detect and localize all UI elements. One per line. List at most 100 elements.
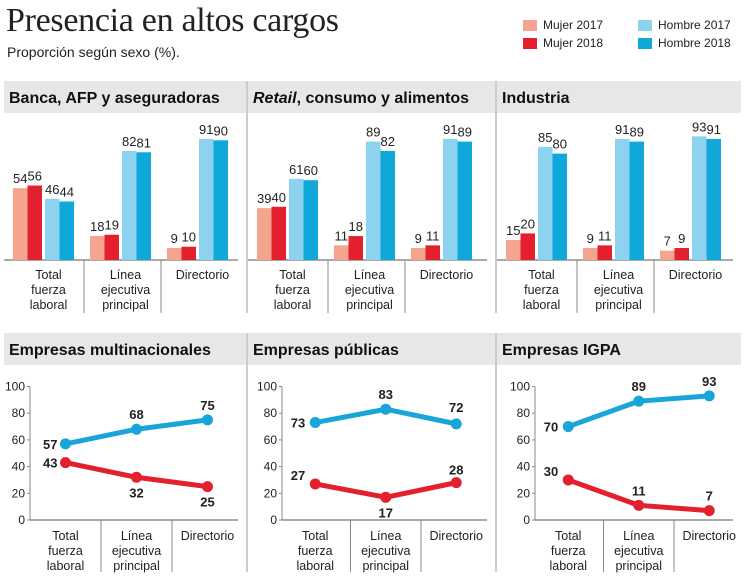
bar-mujer-2018 [271,206,286,260]
bar-mujer-2018 [520,233,535,260]
legend-item-hombre-2017: Hombre 2017 [638,18,731,32]
category-label: Directorio [683,529,737,543]
panel-header-bg [497,333,741,365]
category-label: laboral [523,298,561,312]
category-label: Total [279,268,305,282]
data-point-hombre [309,417,321,429]
legend-item-mujer-2017: Mujer 2017 [523,18,603,32]
y-tick-label: 100 [5,380,25,394]
bar-hombre-2017 [122,150,137,260]
category-label: Directorio [430,529,484,543]
y-tick-label: 40 [264,460,278,474]
data-label-hombre: 93 [702,374,716,389]
bar-mujer-2017 [411,248,426,260]
legend-label-mujer-2018: Mujer 2018 [543,36,604,50]
data-label: 56 [28,169,42,184]
data-label: 11 [426,228,440,243]
data-label-mujer: 25 [200,495,214,510]
category-label: laboral [30,298,68,312]
legend-label-hombre-2018: Hombre 2018 [658,36,731,50]
bar-mujer-2017 [167,248,182,260]
data-label: 46 [45,182,59,197]
legend-label-hombre-2017: Hombre 2017 [658,18,731,32]
legend-item-hombre-2018: Hombre 2018 [638,36,731,50]
category-label: laboral [549,559,587,573]
data-point-mujer [131,471,142,483]
y-tick-label: 60 [264,433,278,447]
panel-header-bg [4,81,246,113]
category-label: principal [346,298,393,312]
data-label: 20 [521,216,535,231]
category-label: Línea [623,529,654,543]
panel-title: Retail, consumo y alimentos [253,90,469,107]
data-label: 19 [105,218,119,233]
y-tick-label: 40 [12,460,26,474]
panel-title-italic: Retail [253,90,297,107]
data-point-hombre [450,418,462,430]
data-label: 93 [692,119,706,134]
category-label: Línea [354,268,385,282]
data-label: 89 [630,125,644,140]
data-label: 90 [214,123,228,138]
data-point-hombre [633,395,645,407]
panel-header-bg [248,81,495,113]
data-label: 9 [171,231,178,246]
bar-hombre-2017 [538,146,553,260]
bar-mujer-2017 [660,250,675,260]
category-label: Línea [603,268,634,282]
category-label: ejecutiva [345,283,394,297]
data-label-hombre: 73 [291,416,305,431]
y-tick-label: 80 [264,406,278,420]
bar-mujer-2017 [13,188,28,260]
category-label: fuerza [551,544,586,558]
bar-hombre-2018 [380,150,395,260]
category-label: fuerza [275,283,310,297]
category-label: laboral [296,559,334,573]
data-point-hombre [703,390,715,402]
category-label: ejecutiva [361,544,410,558]
data-label: 18 [349,219,363,234]
data-label: 10 [182,230,196,245]
bar-hombre-2018 [303,180,318,260]
bar-hombre-2018 [457,141,472,260]
data-label-mujer: 7 [706,489,713,504]
category-label: Línea [110,268,141,282]
bar-hombre-2017 [366,141,381,260]
page-subtitle: Proporción según sexo (%). [7,44,180,60]
panel-title: Empresas multinacionales [9,342,211,359]
data-label-hombre: 83 [379,387,393,402]
panel-title: Empresas públicas [253,342,399,359]
category-label: Directorio [181,529,235,543]
data-label-mujer: 30 [544,464,558,479]
y-tick-label: 80 [12,406,26,420]
category-label: Directorio [669,268,723,282]
data-label: 60 [304,163,318,178]
legend-swatch-hombre-2017 [638,19,652,31]
data-point-mujer [633,499,645,511]
legend-swatch-mujer-2018 [523,37,537,49]
bar-hombre-2018 [706,138,721,260]
legend-label-mujer-2017: Mujer 2017 [543,18,604,32]
bar-mujer-2018 [597,245,612,260]
data-label: 82 [381,134,395,149]
bar-mujer-2018 [674,248,689,260]
y-tick-label: 80 [517,406,531,420]
category-label: Directorio [176,268,230,282]
data-label: 91 [707,122,721,137]
data-label: 44 [60,184,74,199]
category-label: principal [113,559,160,573]
category-label: ejecutiva [594,283,643,297]
category-label: fuerza [524,283,559,297]
data-label: 80 [553,137,567,152]
legend-swatch-hombre-2018 [638,37,652,49]
bar-mujer-2017 [257,208,272,260]
bar-mujer-2018 [27,185,42,260]
data-label-mujer: 32 [129,485,143,500]
y-tick-label: 20 [12,486,26,500]
data-label-hombre: 70 [544,420,558,435]
category-label: ejecutiva [614,544,663,558]
data-label-hombre: 68 [129,407,143,422]
data-point-mujer [202,481,213,493]
data-label-hombre: 57 [43,437,57,452]
